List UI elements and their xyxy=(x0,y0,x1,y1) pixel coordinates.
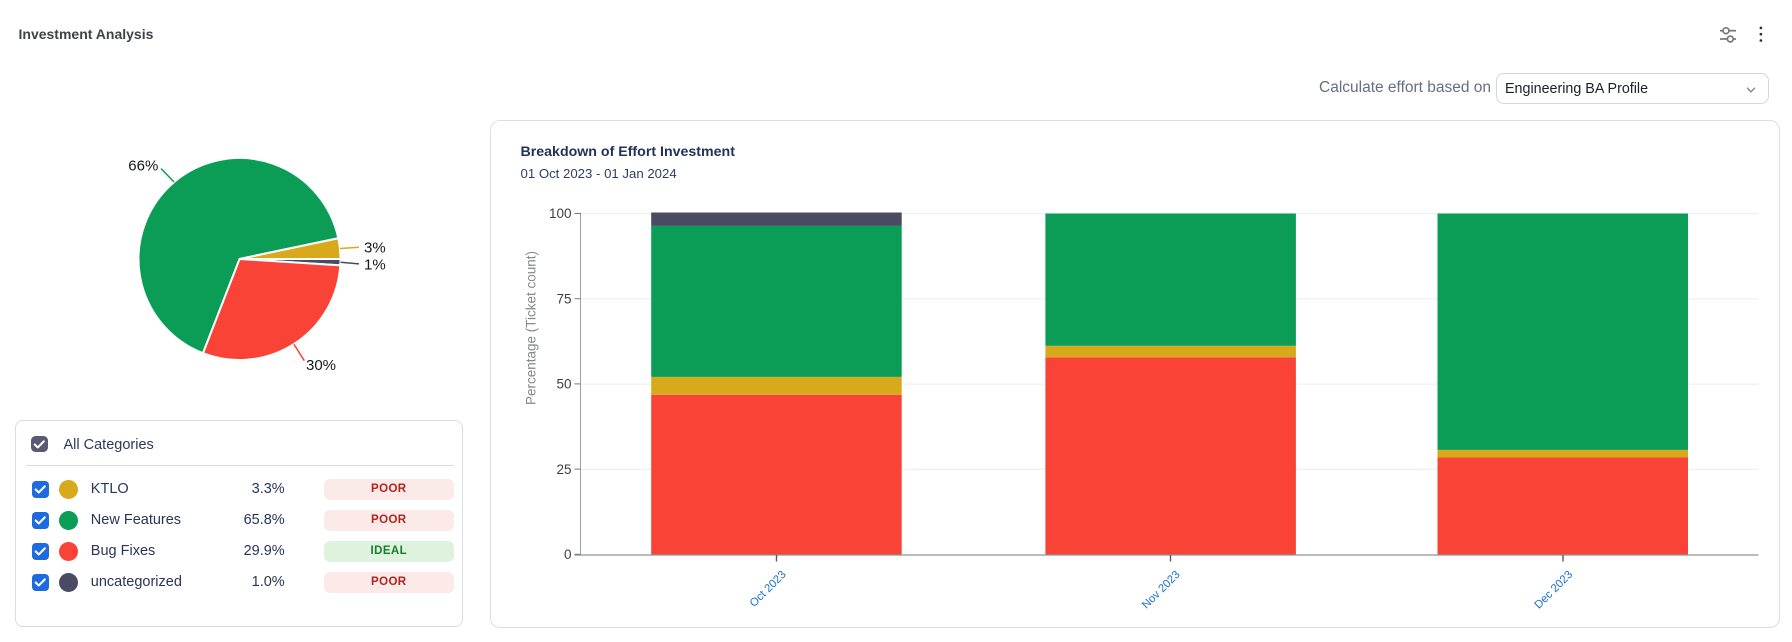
svg-text:3%: 3% xyxy=(364,240,386,257)
svg-text:Oct 2023: Oct 2023 xyxy=(747,568,788,609)
svg-text:Nov 2023: Nov 2023 xyxy=(1140,568,1183,611)
svg-text:1%: 1% xyxy=(364,256,386,273)
svg-text:75: 75 xyxy=(556,291,571,306)
svg-text:0: 0 xyxy=(563,547,571,562)
svg-text:Percentage (Ticket count): Percentage (Ticket count) xyxy=(523,250,538,404)
svg-text:50: 50 xyxy=(556,376,571,391)
svg-text:25: 25 xyxy=(556,461,571,476)
svg-text:Dec 2023: Dec 2023 xyxy=(1532,568,1575,611)
svg-text:100: 100 xyxy=(548,206,571,221)
svg-text:66%: 66% xyxy=(128,158,158,175)
svg-text:30%: 30% xyxy=(306,357,336,374)
